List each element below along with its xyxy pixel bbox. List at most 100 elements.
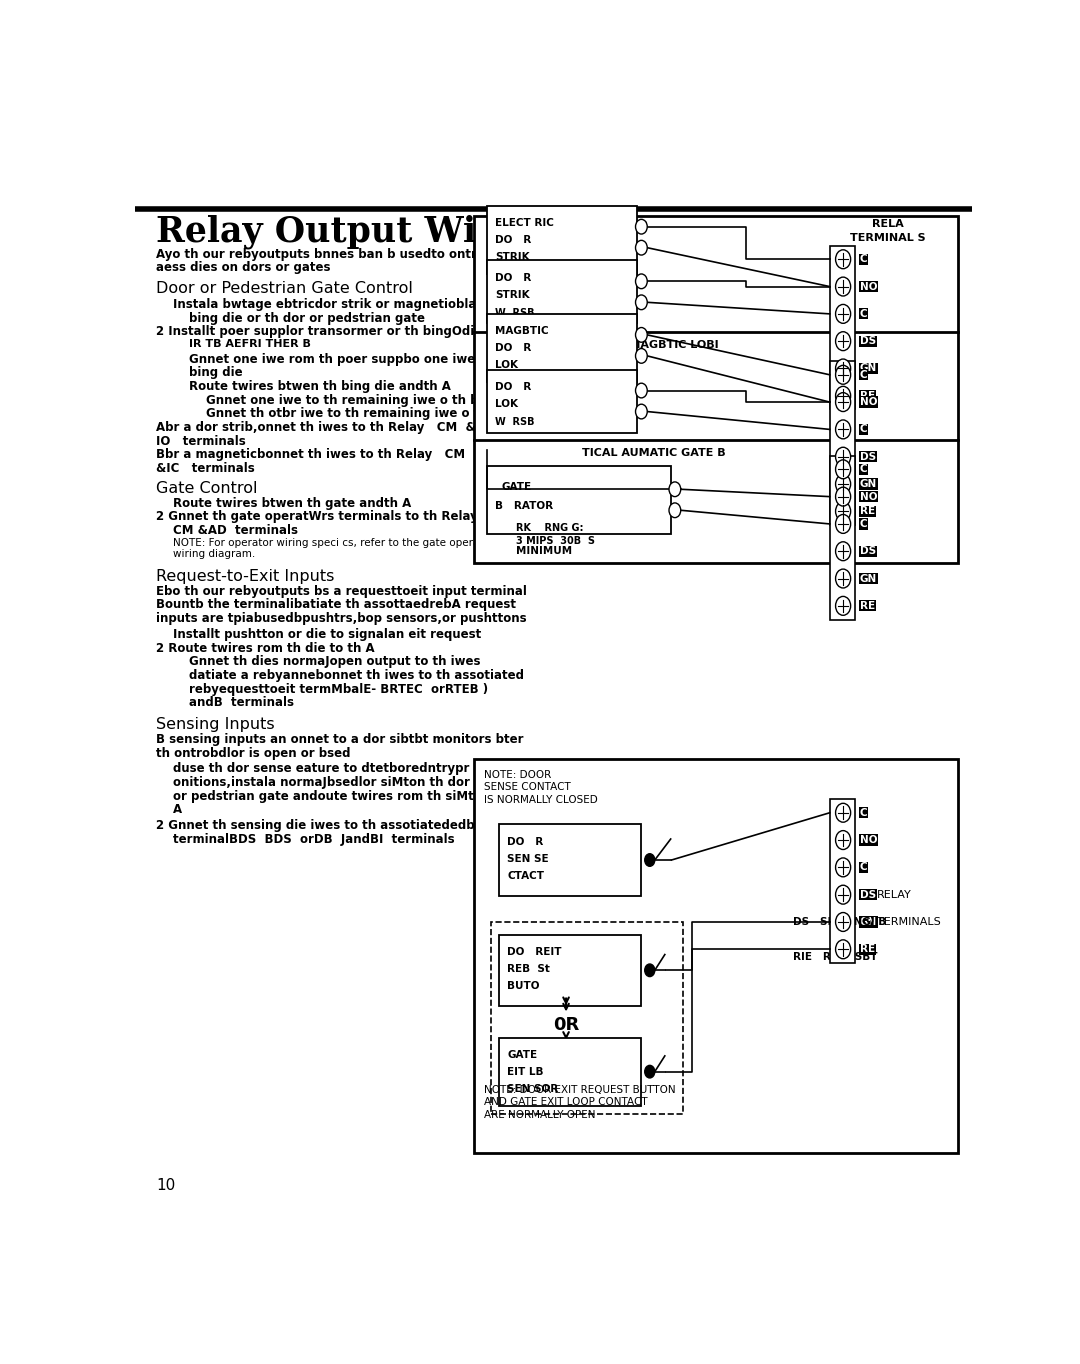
- Bar: [499, 824, 642, 896]
- Circle shape: [836, 569, 851, 588]
- Text: SEN SOR: SEN SOR: [508, 1084, 558, 1094]
- Text: LOK: LOK: [495, 398, 518, 409]
- Text: NO: NO: [860, 397, 877, 406]
- Text: NOTE: For operator wiring speci cs, refer to the gate operator s: NOTE: For operator wiring speci cs, refe…: [173, 537, 502, 547]
- Text: Request-to-Exit Inputs: Request-to-Exit Inputs: [156, 569, 335, 584]
- Text: C: C: [860, 862, 867, 873]
- Text: 2 Gnnet th gate operatWrs terminals to th Relay: 2 Gnnet th gate operatWrs terminals to t…: [156, 510, 477, 524]
- Text: CTACT: CTACT: [508, 870, 544, 881]
- Circle shape: [645, 964, 654, 977]
- Circle shape: [836, 393, 851, 412]
- Text: Sensing Inputs: Sensing Inputs: [156, 717, 274, 732]
- Text: Door or Pedestrian Gate Control: Door or Pedestrian Gate Control: [156, 281, 413, 296]
- Text: SEN SE: SEN SE: [508, 854, 549, 863]
- Text: DS: DS: [860, 451, 876, 461]
- Text: DO   R: DO R: [495, 273, 531, 282]
- Text: 2 Installt poer supplor transormer or th bingOdie: 2 Installt poer supplor transormer or th…: [156, 326, 482, 338]
- Text: RE: RE: [860, 506, 875, 517]
- Text: MINIMUM: MINIMUM: [516, 547, 572, 557]
- Text: wiring diagram.: wiring diagram.: [173, 550, 255, 559]
- Text: 2 Route twires rom th die to th A: 2 Route twires rom th die to th A: [156, 641, 375, 655]
- Circle shape: [635, 383, 647, 398]
- Text: Ayo th our rebyoutputs bnnes ban b usedto ontrol: Ayo th our rebyoutputs bnnes ban b usedt…: [156, 248, 489, 261]
- Text: bing die: bing die: [189, 367, 243, 379]
- Circle shape: [836, 858, 851, 877]
- Text: DO   R: DO R: [495, 344, 531, 353]
- Text: BUTO: BUTO: [508, 981, 540, 990]
- Circle shape: [836, 304, 851, 323]
- Circle shape: [669, 481, 680, 496]
- Text: Gnnet one iwe rom th poer suppbo one iwe rom th: Gnnet one iwe rom th poer suppbo one iwe…: [189, 353, 524, 366]
- Text: RE: RE: [860, 944, 875, 955]
- Text: C: C: [860, 308, 867, 319]
- Text: C: C: [860, 370, 867, 379]
- Text: Instala bwtage ebtricdor strik or magnetioblas a: Instala bwtage ebtricdor strik or magnet…: [173, 299, 495, 311]
- Text: C: C: [860, 254, 867, 265]
- Text: datiate a rebyannebonnet th iwes to th assotiated: datiate a rebyannebonnet th iwes to th a…: [189, 668, 525, 682]
- Circle shape: [836, 596, 851, 615]
- Circle shape: [635, 295, 647, 310]
- Text: RE: RE: [860, 602, 875, 611]
- Circle shape: [836, 542, 851, 561]
- Text: duse th dor sense eature to dtetboredntrypr dor abr: duse th dor sense eature to dtetboredntr…: [173, 762, 522, 775]
- Text: C: C: [860, 518, 867, 529]
- Bar: [829, 246, 855, 409]
- Circle shape: [836, 386, 851, 405]
- Text: RE: RE: [860, 391, 875, 401]
- Bar: [499, 934, 642, 1007]
- Text: andB  terminals: andB terminals: [189, 696, 295, 709]
- Bar: [486, 261, 637, 323]
- Text: Route twires btwen th bing die andth A: Route twires btwen th bing die andth A: [189, 381, 451, 393]
- Text: LOK: LOK: [495, 360, 518, 370]
- Text: Route twires btwen th gate andth A: Route twires btwen th gate andth A: [173, 496, 410, 510]
- Text: Gate Control: Gate Control: [156, 481, 257, 496]
- Circle shape: [836, 366, 851, 385]
- Text: NO: NO: [860, 835, 877, 846]
- Circle shape: [836, 447, 851, 466]
- Text: DS: DS: [860, 336, 876, 346]
- Text: aess dies on dors or gates: aess dies on dors or gates: [156, 262, 330, 274]
- Text: RK    RNG G:: RK RNG G:: [516, 524, 583, 533]
- Text: B   RATOR: B RATOR: [495, 501, 553, 512]
- Circle shape: [635, 240, 647, 255]
- Text: C: C: [860, 424, 867, 434]
- Text: DS: DS: [860, 546, 876, 557]
- Text: NO: NO: [860, 491, 877, 502]
- Text: GATE: GATE: [508, 1050, 538, 1060]
- Text: ELECT RIC: ELECT RIC: [495, 218, 554, 228]
- Text: Gnnet th dies normaJopen output to th iwes: Gnnet th dies normaJopen output to th iw…: [189, 655, 481, 668]
- Text: NOTE: DOOR EXIT REQUEST BUTTON: NOTE: DOOR EXIT REQUEST BUTTON: [484, 1084, 676, 1095]
- Circle shape: [635, 349, 647, 363]
- Text: DS   SEI SINGI B: DS SEI SINGI B: [793, 917, 886, 928]
- Text: STRIK: STRIK: [495, 289, 529, 300]
- Text: RELA: RELA: [873, 220, 904, 229]
- Text: AND GATE EXIT LOOP CONTACT: AND GATE EXIT LOOP CONTACT: [484, 1098, 648, 1108]
- Text: DO   REIT: DO REIT: [508, 947, 562, 958]
- Circle shape: [836, 359, 851, 378]
- Circle shape: [836, 831, 851, 850]
- Text: 0R: 0R: [554, 1016, 580, 1034]
- Text: TICAL AUMATIC GATE B: TICAL AUMATIC GATE B: [582, 449, 726, 458]
- Text: NO: NO: [860, 281, 877, 292]
- Circle shape: [836, 331, 851, 351]
- Circle shape: [635, 404, 647, 419]
- Text: th ontrobdlor is open or bsed: th ontrobdlor is open or bsed: [156, 746, 350, 760]
- Text: Relay Output Wiring: Relay Output Wiring: [156, 214, 557, 248]
- Text: EIT LB: EIT LB: [508, 1067, 544, 1078]
- Circle shape: [836, 460, 851, 479]
- Text: TICAL DO    RSTRIK B: TICAL DO RSTRIK B: [517, 221, 648, 232]
- Text: IR TB AEFRI THER B: IR TB AEFRI THER B: [189, 340, 311, 349]
- Bar: [486, 370, 637, 432]
- Circle shape: [669, 503, 680, 517]
- Circle shape: [836, 250, 851, 269]
- Text: Installt pushtton or die to signalan eit request: Installt pushtton or die to signalan eit…: [173, 627, 481, 641]
- Bar: [829, 799, 855, 963]
- Circle shape: [635, 274, 647, 289]
- Text: STRIK: STRIK: [495, 252, 529, 262]
- Circle shape: [836, 913, 851, 932]
- Text: 3 MIPS  30B  S: 3 MIPS 30B S: [516, 536, 595, 546]
- Text: Bountb the terminalibatiate th assottaedrebA request: Bountb the terminalibatiate th assottaed…: [156, 599, 516, 611]
- Text: &IC   terminals: &IC terminals: [156, 462, 255, 475]
- Text: C: C: [860, 464, 867, 475]
- Text: GN: GN: [860, 573, 877, 584]
